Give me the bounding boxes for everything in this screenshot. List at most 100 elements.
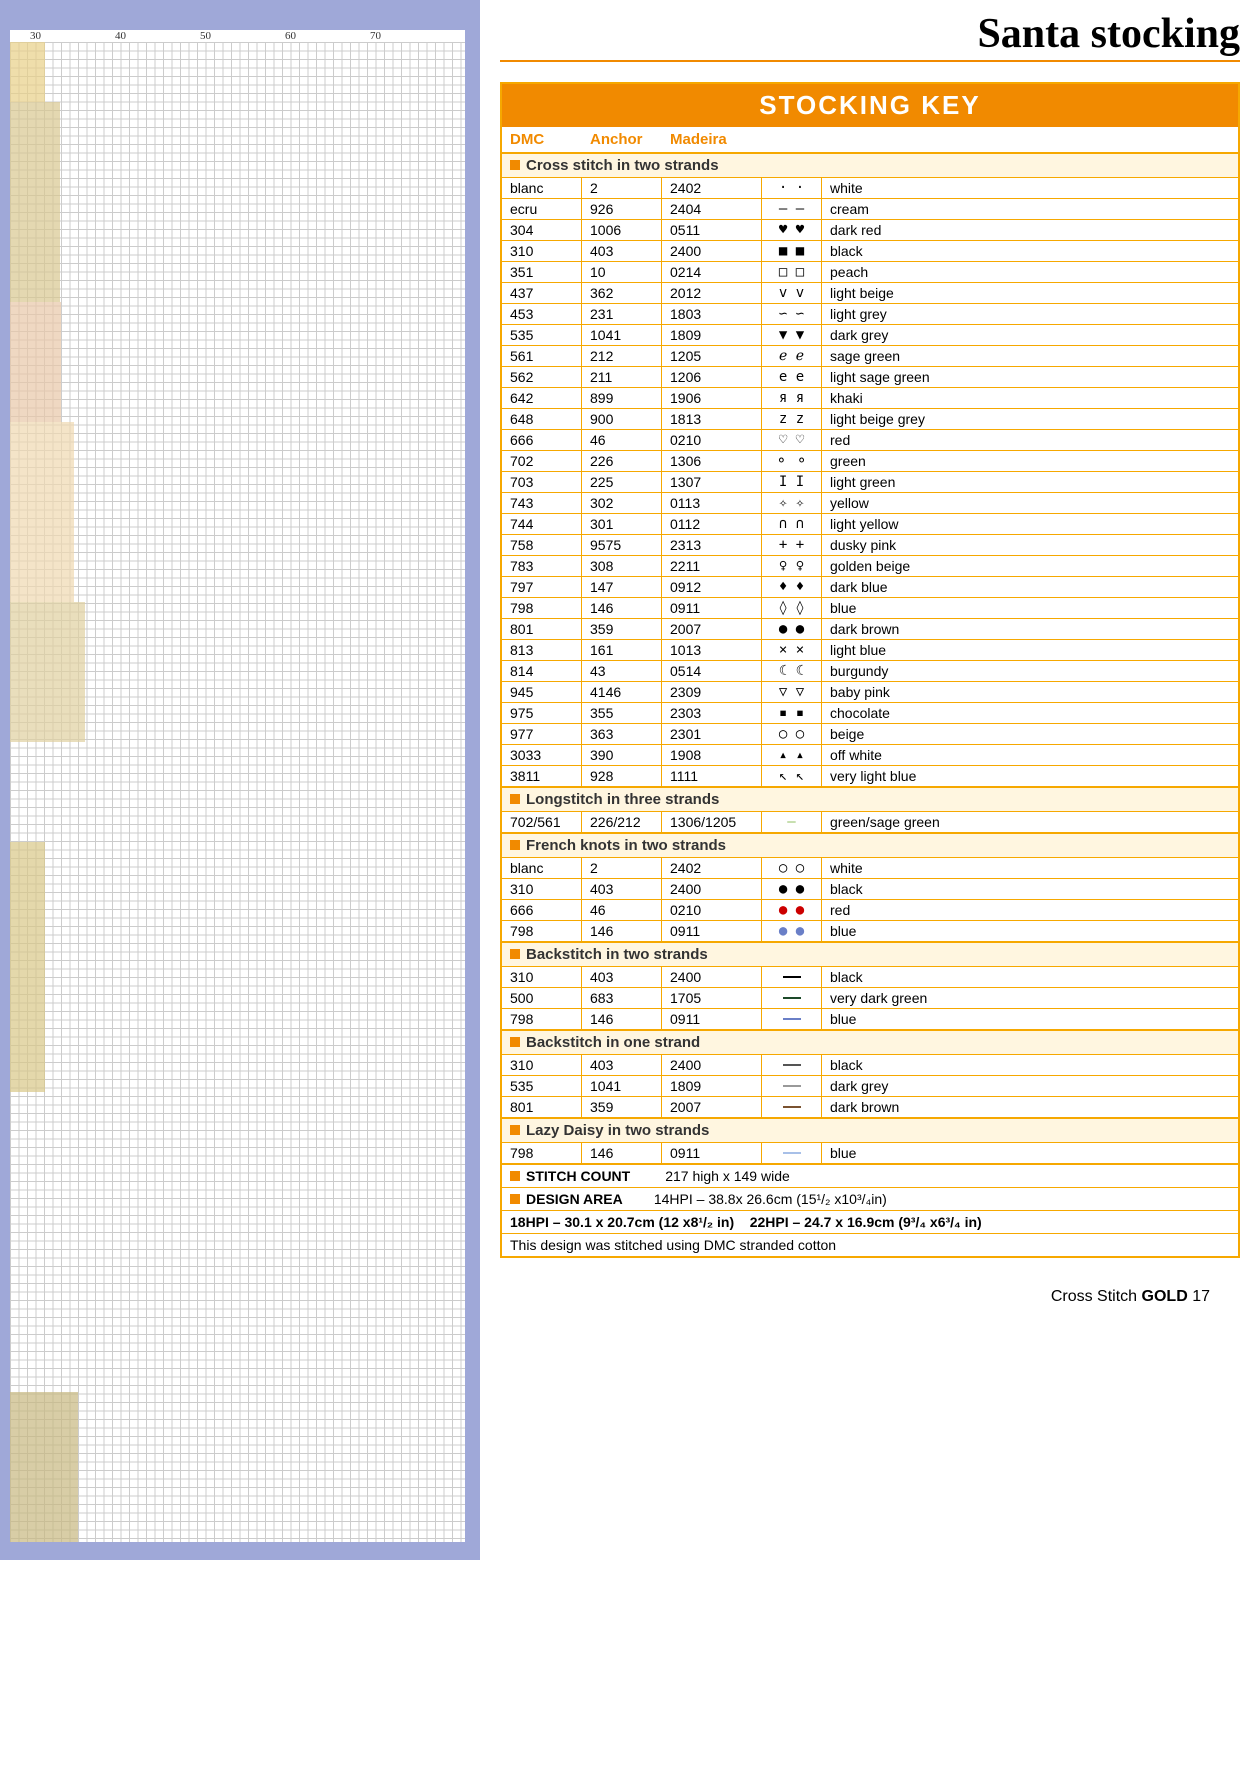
thread-row: 5006831705very dark green bbox=[502, 988, 1238, 1009]
pattern-fragment bbox=[10, 102, 60, 302]
cell-anchor: 1006 bbox=[582, 220, 662, 240]
cell-dmc: ecru bbox=[502, 199, 582, 219]
key-sections: Cross stitch in two strandsblanc22402· ·… bbox=[502, 153, 1238, 1164]
cell-color: khaki bbox=[822, 388, 1238, 408]
cell-symbol: ∽ ∽ bbox=[762, 304, 822, 324]
cell-color: white bbox=[822, 858, 1238, 878]
cell-dmc: 743 bbox=[502, 493, 582, 513]
cell-color: beige bbox=[822, 724, 1238, 744]
cell-color: off white bbox=[822, 745, 1238, 765]
cell-dmc: 798 bbox=[502, 1143, 582, 1163]
cell-anchor: 928 bbox=[582, 766, 662, 786]
cell-madeira: 2400 bbox=[662, 1055, 762, 1075]
cell-dmc: blanc bbox=[502, 858, 582, 878]
cell-dmc: 758 bbox=[502, 535, 582, 555]
stitch-count-label: STITCH COUNT bbox=[526, 1168, 630, 1184]
thread-row: 5612121205ℯ ℯsage green bbox=[502, 346, 1238, 367]
thread-row: 4373622012v vlight beige bbox=[502, 283, 1238, 304]
design-area-row: DESIGN AREA 14HPI – 38.8x 26.6cm (15¹/₂ … bbox=[502, 1187, 1238, 1210]
cell-color: light green bbox=[822, 472, 1238, 492]
cell-symbol: ● ● bbox=[762, 900, 822, 920]
thread-row: 7833082211♀ ♀golden beige bbox=[502, 556, 1238, 577]
cell-anchor: 211 bbox=[582, 367, 662, 387]
cell-color: chocolate bbox=[822, 703, 1238, 723]
cell-madeira: 2400 bbox=[662, 241, 762, 261]
cell-dmc: 648 bbox=[502, 409, 582, 429]
cell-color: golden beige bbox=[822, 556, 1238, 576]
section-header: Cross stitch in two strands bbox=[502, 153, 1238, 178]
thread-row: 7022261306⚬ ⚬green bbox=[502, 451, 1238, 472]
cell-symbol: ▽ ▽ bbox=[762, 682, 822, 702]
cell-dmc: 3811 bbox=[502, 766, 582, 786]
thread-row: 94541462309▽ ▽baby pink bbox=[502, 682, 1238, 703]
cell-symbol: ℯ ℯ bbox=[762, 346, 822, 366]
cell-dmc: 562 bbox=[502, 367, 582, 387]
cell-anchor: 390 bbox=[582, 745, 662, 765]
cell-dmc: 666 bbox=[502, 900, 582, 920]
cell-madeira: 0113 bbox=[662, 493, 762, 513]
grid-number: 60 bbox=[285, 30, 370, 42]
cell-anchor: 46 bbox=[582, 430, 662, 450]
cell-color: cream bbox=[822, 199, 1238, 219]
cell-color: green/sage green bbox=[822, 812, 1238, 832]
cell-symbol: ⚬ ⚬ bbox=[762, 451, 822, 471]
footer-magazine: Cross Stitch bbox=[1051, 1288, 1137, 1305]
stitch-count-row: STITCH COUNT 217 high x 149 wide bbox=[502, 1164, 1238, 1187]
cell-madeira: 1306/1205 bbox=[662, 812, 762, 832]
cell-madeira: 1813 bbox=[662, 409, 762, 429]
thread-row: 7032251307I Ilight green bbox=[502, 472, 1238, 493]
cell-madeira: 1306 bbox=[662, 451, 762, 471]
cell-color: black bbox=[822, 879, 1238, 899]
cell-anchor: 1041 bbox=[582, 325, 662, 345]
cell-dmc: 310 bbox=[502, 879, 582, 899]
cross-stitch-grid bbox=[10, 42, 465, 1542]
cell-dmc: 977 bbox=[502, 724, 582, 744]
cell-madeira: 2402 bbox=[662, 178, 762, 198]
cell-madeira: 1705 bbox=[662, 988, 762, 1008]
cell-symbol: ▼ ▼ bbox=[762, 325, 822, 345]
cell-color: sage green bbox=[822, 346, 1238, 366]
cell-anchor: 231 bbox=[582, 304, 662, 324]
thread-row: 3104032400■ ■black bbox=[502, 241, 1238, 262]
cell-color: black bbox=[822, 241, 1238, 261]
cell-madeira: 0912 bbox=[662, 577, 762, 597]
thread-row: 4532311803∽ ∽light grey bbox=[502, 304, 1238, 325]
cell-symbol: — bbox=[762, 812, 822, 832]
cell-dmc: 310 bbox=[502, 967, 582, 987]
cell-dmc: 702/561 bbox=[502, 812, 582, 832]
cell-symbol: ♀ ♀ bbox=[762, 556, 822, 576]
cell-symbol bbox=[762, 1143, 822, 1163]
thread-row: blanc22402○ ○white bbox=[502, 858, 1238, 879]
note-row: This design was stitched using DMC stran… bbox=[502, 1233, 1238, 1256]
cell-anchor: 1041 bbox=[582, 1076, 662, 1096]
header-dmc: DMC bbox=[502, 127, 582, 152]
cell-madeira: 0210 bbox=[662, 900, 762, 920]
cell-madeira: 1013 bbox=[662, 640, 762, 660]
cell-madeira: 0514 bbox=[662, 661, 762, 681]
grid-column-numbers: 3040506070 bbox=[10, 30, 465, 42]
cell-color: dark grey bbox=[822, 1076, 1238, 1096]
cell-anchor: 146 bbox=[582, 598, 662, 618]
thread-row: 53510411809▼ ▼dark grey bbox=[502, 325, 1238, 346]
cell-anchor: 4146 bbox=[582, 682, 662, 702]
cell-symbol: ♥ ♥ bbox=[762, 220, 822, 240]
cell-madeira: 0511 bbox=[662, 220, 762, 240]
cell-dmc: 798 bbox=[502, 921, 582, 941]
cell-symbol bbox=[762, 988, 822, 1008]
cell-dmc: 642 bbox=[502, 388, 582, 408]
cell-anchor: 403 bbox=[582, 1055, 662, 1075]
cell-madeira: 1809 bbox=[662, 1076, 762, 1096]
cell-anchor: 147 bbox=[582, 577, 662, 597]
cell-madeira: 1307 bbox=[662, 472, 762, 492]
cell-symbol: ∩ ∩ bbox=[762, 514, 822, 534]
thread-row: 666460210● ●red bbox=[502, 900, 1238, 921]
cell-symbol: I I bbox=[762, 472, 822, 492]
thread-row: 7443010112∩ ∩light yellow bbox=[502, 514, 1238, 535]
cell-madeira: 2012 bbox=[662, 283, 762, 303]
cell-symbol bbox=[762, 1055, 822, 1075]
cell-anchor: 683 bbox=[582, 988, 662, 1008]
cell-anchor: 403 bbox=[582, 879, 662, 899]
cell-madeira: 0214 bbox=[662, 262, 762, 282]
cell-madeira: 0911 bbox=[662, 598, 762, 618]
cell-symbol: ● ● bbox=[762, 619, 822, 639]
